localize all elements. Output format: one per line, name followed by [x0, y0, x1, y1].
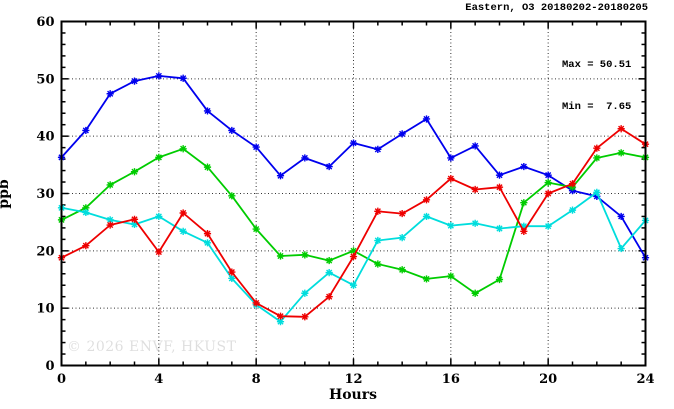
x-tick-label: 8 [252, 372, 261, 387]
plot-border [60, 20, 647, 367]
x-tick-label: 4 [154, 372, 163, 387]
x-tick-label: 20 [539, 372, 557, 387]
max-value-label: Max = 50.51 [562, 59, 632, 71]
y-tick-label: 0 [45, 359, 54, 374]
stats-box: Max = 50.51 Min = 7.65 [562, 30, 631, 142]
x-tick-label: 12 [344, 372, 362, 387]
y-axis-label: ppb [0, 179, 12, 209]
x-axis-label: Hours [328, 387, 377, 403]
y-tick-label: 50 [36, 72, 54, 87]
x-tick-label: 24 [636, 372, 654, 387]
series-blue-markers [57, 72, 650, 262]
y-tick-label: 60 [36, 15, 54, 30]
y-tick-label: 10 [36, 302, 54, 317]
y-tick-label: 30 [36, 187, 54, 202]
y-tick-label: 20 [36, 244, 54, 259]
x-tick-label: 0 [57, 372, 66, 387]
series-blue-line [60, 75, 647, 259]
y-tick-label: 40 [36, 130, 54, 145]
x-tick-label: 16 [442, 372, 460, 387]
min-value-label: Min = 7.65 [562, 101, 632, 113]
watermark: © 2026 ENVF, HKUST [67, 339, 237, 355]
chart-title: Eastern, O3 20180202-20180205 [465, 2, 648, 14]
